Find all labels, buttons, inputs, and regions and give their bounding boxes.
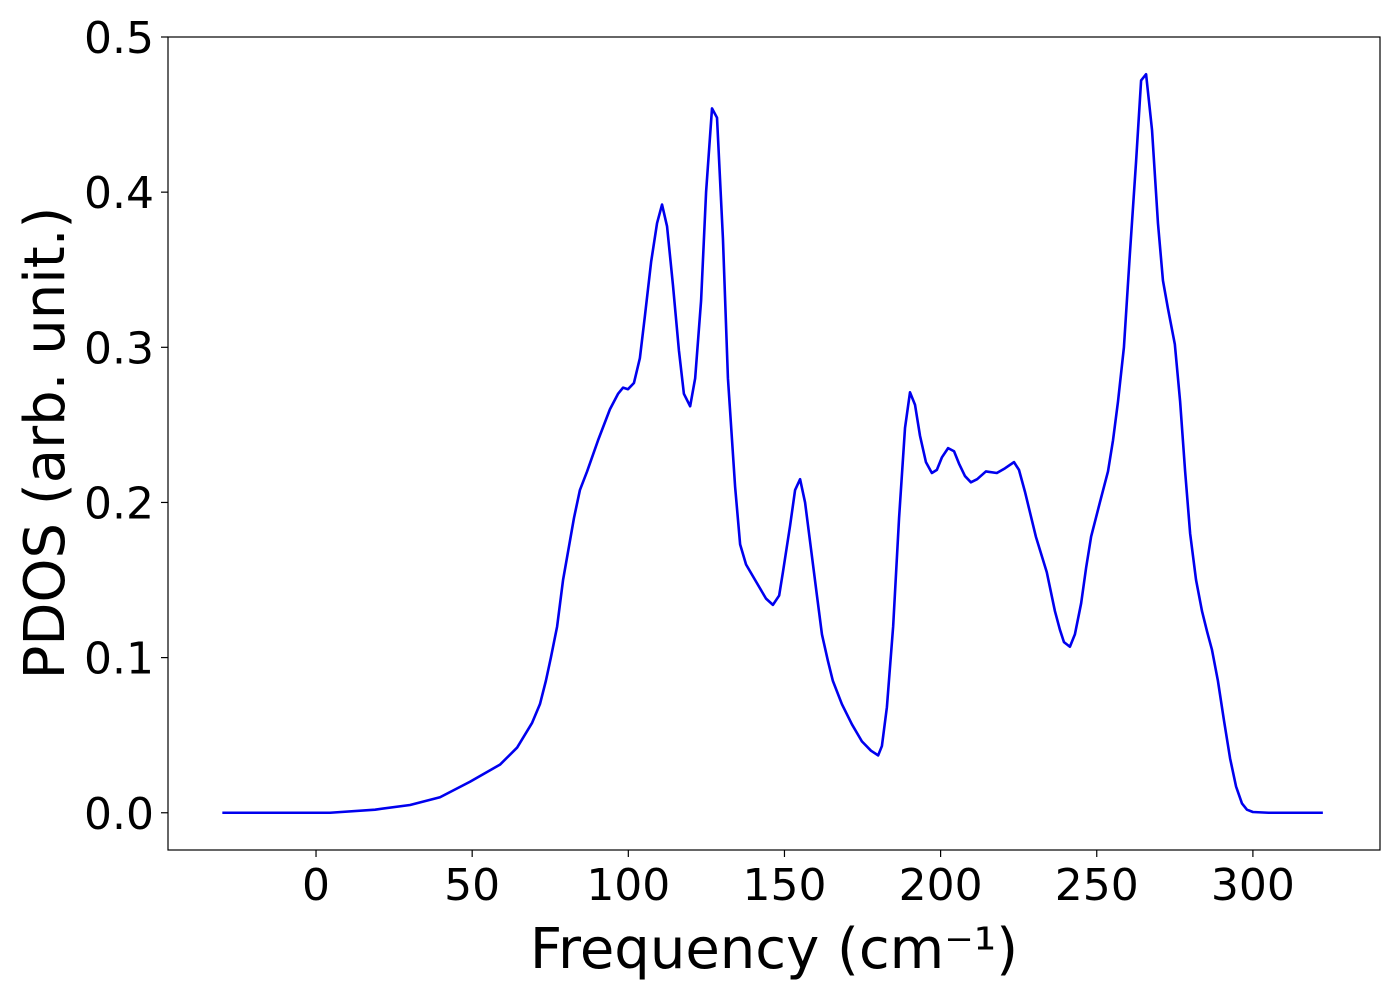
data-line <box>222 72 1323 815</box>
y-tick-label: 0.1 <box>84 634 154 685</box>
x-tick-label: 50 <box>444 860 500 911</box>
x-axis-label: Frequency (cm⁻¹) <box>530 917 1018 982</box>
x-tick-label: 200 <box>899 860 983 911</box>
y-tick-label: 0.0 <box>84 789 154 840</box>
x-tick-label: 300 <box>1211 860 1295 911</box>
y-tick-label: 0.3 <box>84 323 154 374</box>
y-tick-label: 0.2 <box>84 478 154 529</box>
y-tick-label: 0.4 <box>84 168 154 219</box>
x-tick-label: 0 <box>302 860 330 911</box>
plot-frame <box>167 36 1381 851</box>
x-tick-label: 150 <box>742 860 826 911</box>
y-axis-label: PDOS (arb. unit.) <box>13 207 78 680</box>
x-tick-label: 100 <box>586 860 670 911</box>
x-tick-label: 250 <box>1055 860 1139 911</box>
y-tick-label: 0.5 <box>84 13 154 64</box>
